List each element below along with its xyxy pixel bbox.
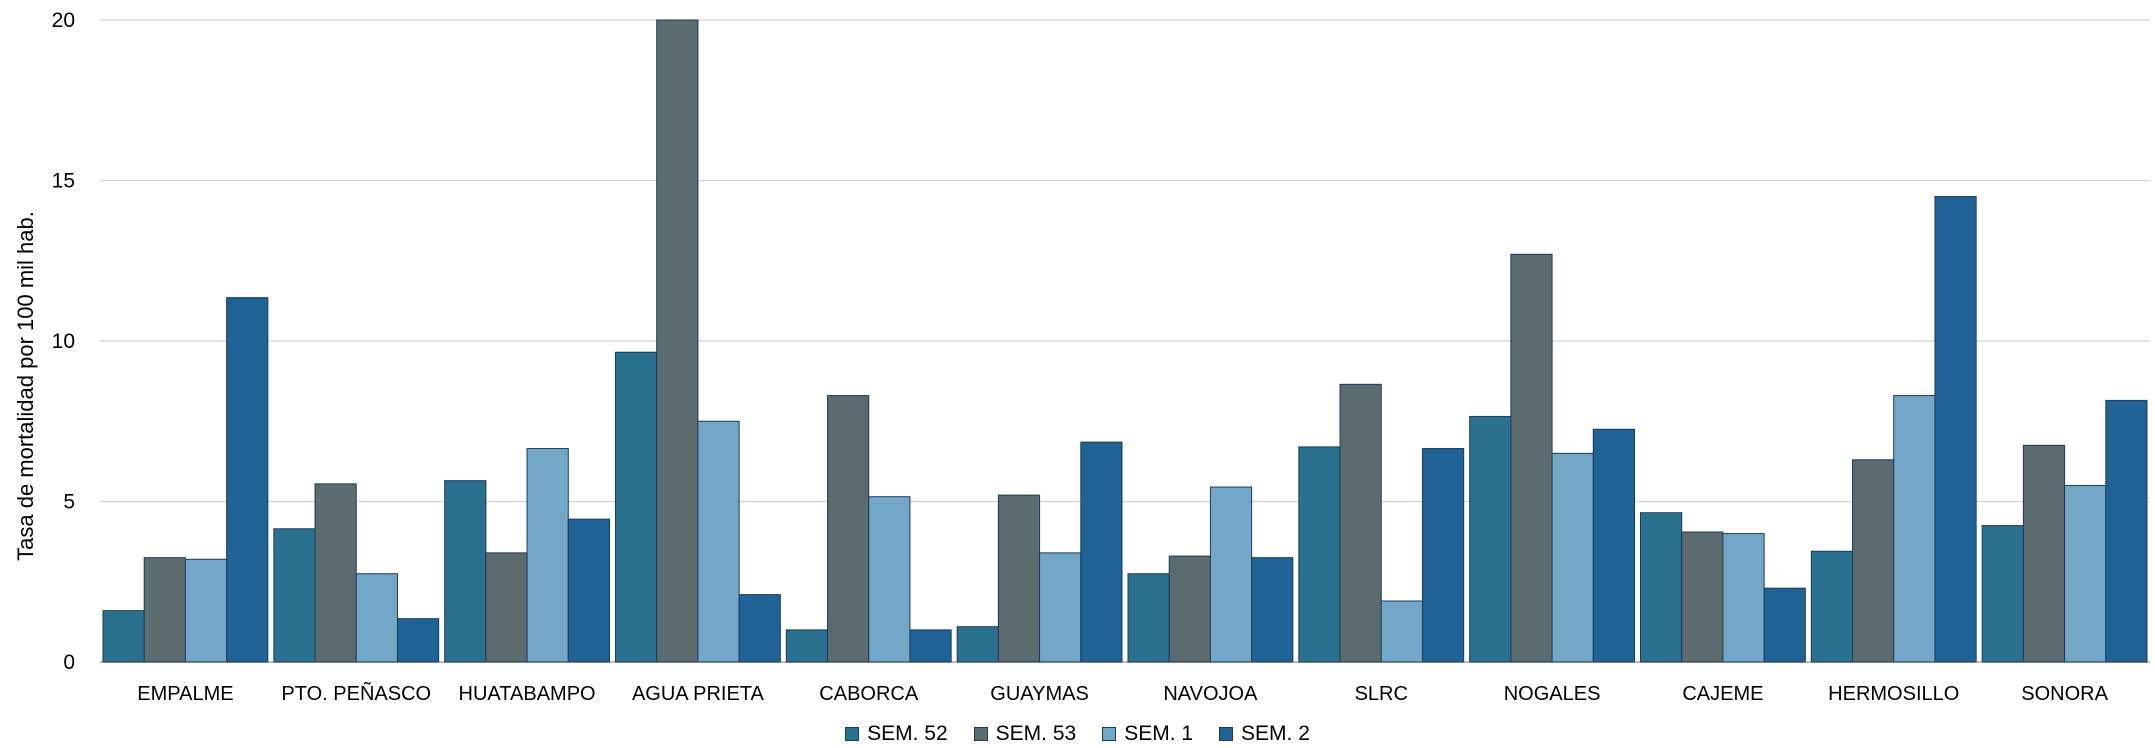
bar	[1209, 486, 1253, 663]
x-tick-label: NAVOJOA	[1163, 683, 1258, 705]
bar	[1551, 452, 1594, 663]
legend-swatch	[973, 727, 988, 741]
bar	[1127, 573, 1170, 663]
y-tick-label: 10	[52, 330, 75, 353]
x-tick-label: CABORCA	[819, 683, 919, 705]
bar	[909, 629, 952, 663]
bar	[1339, 383, 1382, 663]
bar	[485, 552, 528, 663]
legend-label: SEM. 2	[1241, 722, 1310, 745]
bar	[567, 518, 611, 663]
legend-item: SEM. 53	[973, 722, 1077, 746]
legend-item: SEM. 2	[1219, 722, 1310, 746]
legend-label: SEM. 1	[1124, 722, 1194, 745]
x-axis-ticks: EMPALME PTO. PEÑASCO HUATABAMPO AGUA PRIETA…	[137, 681, 2108, 705]
y-axis-label: Tasa de mortalidad por 100 mil hab.	[13, 211, 38, 561]
bar	[1681, 531, 1724, 663]
bar	[2022, 444, 2066, 663]
bar	[1722, 533, 1765, 663]
bar	[868, 496, 911, 663]
bar	[1421, 448, 1465, 663]
y-tick-label: 0	[63, 651, 75, 674]
bar	[1592, 428, 1635, 663]
bar	[184, 558, 228, 663]
bar	[226, 297, 269, 663]
bar	[1640, 512, 1683, 663]
bar	[1251, 557, 1294, 663]
x-tick-label: PTO. PEÑASCO	[281, 681, 431, 705]
bar	[526, 448, 569, 663]
gridlines	[100, 19, 2150, 663]
bar	[396, 618, 440, 663]
y-tick-label: 5	[63, 491, 75, 514]
y-tick-label: 20	[52, 9, 75, 32]
legend: SEM. 52 SEM. 53 SEM. 1 SEM. 2	[0, 722, 2155, 746]
bar	[1852, 459, 1895, 663]
bar	[102, 610, 145, 663]
legend-swatch	[845, 727, 860, 741]
bar	[314, 483, 357, 663]
x-tick-label: GUAYMAS	[990, 683, 1089, 705]
legend-item: SEM. 1	[1102, 722, 1193, 746]
bar	[656, 19, 699, 663]
bar	[827, 395, 870, 663]
x-tick-label: SLRC	[1355, 683, 1408, 705]
x-tick-label: NOGALES	[1504, 683, 1601, 705]
x-tick-label: HERMOSILLO	[1828, 683, 1959, 705]
x-tick-label: HUATABAMPO	[459, 683, 596, 705]
x-tick-label: EMPALME	[137, 683, 233, 705]
legend-item: SEM. 52	[845, 722, 948, 746]
legend-label: SEM. 53	[995, 722, 1077, 745]
bar	[1810, 550, 1854, 663]
bar	[1298, 446, 1341, 663]
bar	[1080, 441, 1123, 663]
bar	[1763, 587, 1806, 663]
bar	[2064, 484, 2107, 663]
bar	[2105, 399, 2148, 663]
y-tick-label: 15	[52, 170, 75, 193]
bar	[1510, 253, 1553, 663]
bar	[697, 420, 740, 663]
bar	[1380, 600, 1423, 663]
bar	[273, 528, 316, 663]
bar	[738, 594, 781, 663]
x-tick-label: SONORA	[2021, 683, 2108, 705]
x-tick-label: CAJEME	[1682, 683, 1763, 705]
bar	[1039, 552, 1082, 663]
legend-swatch	[1102, 727, 1117, 741]
bar	[355, 573, 398, 663]
x-tick-label: AGUA PRIETA	[632, 683, 765, 705]
legend-label: SEM. 52	[867, 722, 948, 745]
bar	[997, 494, 1041, 663]
bar	[956, 626, 999, 663]
bar	[1469, 415, 1512, 663]
bar	[1981, 525, 2024, 663]
bars	[102, 19, 2148, 663]
bar	[615, 351, 658, 663]
legend-swatch	[1219, 727, 1234, 741]
y-axis-ticks: 0 5 10 15 20	[52, 9, 75, 674]
bar	[444, 480, 487, 663]
bar	[1893, 395, 1936, 663]
bar	[785, 629, 829, 663]
bar	[1934, 196, 1977, 663]
bar	[143, 557, 186, 663]
bar	[1168, 555, 1211, 663]
